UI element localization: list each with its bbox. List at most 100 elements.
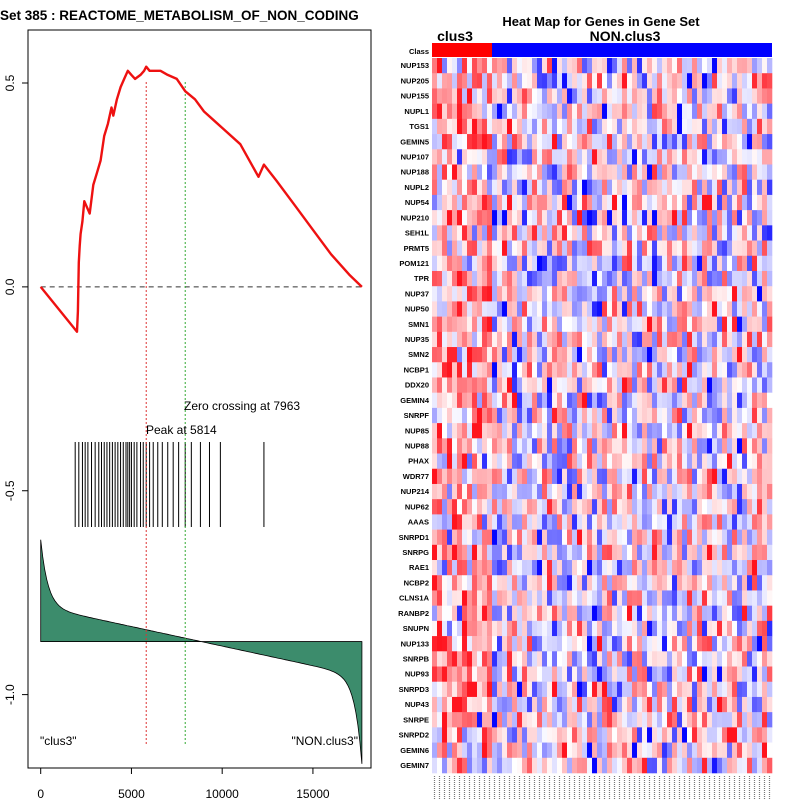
- heatmap-cell: [612, 194, 618, 211]
- heatmap-cell: [682, 270, 688, 287]
- heatmap-cell: [652, 468, 658, 485]
- heatmap-cell: [717, 362, 723, 378]
- heatmap-cell: [602, 149, 608, 165]
- heatmap-cell: [692, 118, 698, 135]
- heatmap-cell: [697, 255, 703, 272]
- heatmap-cell: [552, 544, 558, 561]
- heatmap-cell: [442, 240, 448, 257]
- heatmap-cell: [642, 620, 648, 637]
- gene-label: NUP35: [405, 335, 429, 344]
- heatmap-cell: [487, 423, 493, 439]
- heatmap-cell: [747, 560, 753, 576]
- heatmap-cell: [662, 438, 668, 454]
- heatmap-cell: [742, 316, 748, 333]
- heatmap-cell: [562, 255, 568, 272]
- heatmap-cell: [487, 118, 493, 135]
- heatmap-cell: [737, 468, 743, 485]
- heatmap-cell: [752, 194, 758, 211]
- heatmap-cell: [652, 712, 658, 728]
- heatmap-cell: [547, 681, 553, 698]
- heatmap-cell: [687, 73, 693, 89]
- heatmap-cell: [602, 651, 608, 667]
- heatmap-cell: [647, 666, 653, 683]
- heatmap-cell: [607, 560, 613, 576]
- heatmap-cell: [607, 468, 613, 485]
- heatmap-cell: [627, 240, 633, 257]
- heatmap-cell: [597, 727, 603, 743]
- heatmap-cell: [552, 210, 558, 226]
- heatmap-cell: [482, 544, 488, 561]
- x-tick-label: 0: [37, 787, 44, 800]
- heatmap-cell: [702, 560, 708, 576]
- heatmap-cell: [537, 681, 543, 698]
- heatmap-cell: [727, 666, 733, 683]
- heatmap-cell: [742, 590, 748, 606]
- heatmap-cell: [677, 560, 683, 576]
- heatmap-cell: [552, 270, 558, 287]
- heatmap-cell: [637, 727, 643, 743]
- heatmap-cell: [447, 712, 453, 728]
- heatmap-cell: [582, 575, 588, 591]
- heatmap-cell: [547, 194, 553, 211]
- heatmap-cell: [482, 179, 488, 196]
- heatmap-cell: [547, 73, 553, 89]
- heatmap-cell: [452, 544, 458, 561]
- heatmap-cell: [532, 73, 538, 89]
- heatmap-cell: [492, 742, 498, 759]
- heatmap-cell: [457, 149, 463, 165]
- heatmap-cell: [747, 164, 753, 180]
- heatmap-cell: [522, 347, 528, 363]
- heatmap-cell: [527, 134, 533, 150]
- heatmap-cell: [582, 88, 588, 104]
- heatmap-cell: [487, 453, 493, 470]
- heatmap-cell: [622, 103, 628, 120]
- heatmap-cell: [732, 681, 738, 698]
- heatmap-cell: [612, 149, 618, 165]
- heatmap-cell: [582, 666, 588, 683]
- heatmap-cell: [482, 468, 488, 485]
- heatmap-cell: [717, 681, 723, 698]
- heatmap-cell: [457, 620, 463, 637]
- heatmap-cell: [732, 134, 738, 150]
- heatmap-cell: [512, 605, 518, 622]
- heatmap-cell: [757, 301, 763, 317]
- heatmap-cell: [682, 438, 688, 454]
- heatmap-cell: [457, 651, 463, 667]
- heatmap-cell: [692, 240, 698, 257]
- heatmap-cell: [692, 362, 698, 378]
- heatmap-cell: [627, 529, 633, 546]
- heatmap-cell: [757, 118, 763, 135]
- heatmap-cell: [472, 514, 478, 530]
- heatmap-cell: [487, 134, 493, 150]
- heatmap-cell: [457, 210, 463, 226]
- heatmap-cell: [667, 377, 673, 393]
- heatmap-cell: [647, 423, 653, 439]
- heatmap-cell: [502, 560, 508, 576]
- heatmap-cell: [507, 407, 513, 424]
- heatmap-cell: [562, 453, 568, 470]
- gene-label: NUP50: [405, 305, 429, 314]
- heatmap-cell: [687, 468, 693, 485]
- heatmap-cell: [562, 514, 568, 530]
- heatmap-cell: [607, 58, 613, 74]
- heatmap-cell: [762, 134, 768, 150]
- heatmap-cell: [482, 149, 488, 165]
- gene-label: POM121: [399, 259, 429, 268]
- heatmap-cell: [622, 255, 628, 272]
- heatmap-cell: [722, 331, 728, 348]
- heatmap-cell: [572, 286, 578, 302]
- heatmap-cell: [612, 179, 618, 196]
- heatmap-cell: [672, 286, 678, 302]
- heatmap-cell: [477, 225, 483, 241]
- heatmap-cell: [682, 240, 688, 257]
- heatmap-cell: [552, 407, 558, 424]
- heatmap-cell: [592, 347, 598, 363]
- heatmap-cell: [587, 301, 593, 317]
- heatmap-cell: [542, 468, 548, 485]
- heatmap-cell: [552, 149, 558, 165]
- heatmap-cell: [467, 468, 473, 485]
- heatmap-cell: [487, 636, 493, 652]
- heatmap-cell: [537, 468, 543, 485]
- heatmap-cell: [747, 118, 753, 135]
- heatmap-cell: [487, 194, 493, 211]
